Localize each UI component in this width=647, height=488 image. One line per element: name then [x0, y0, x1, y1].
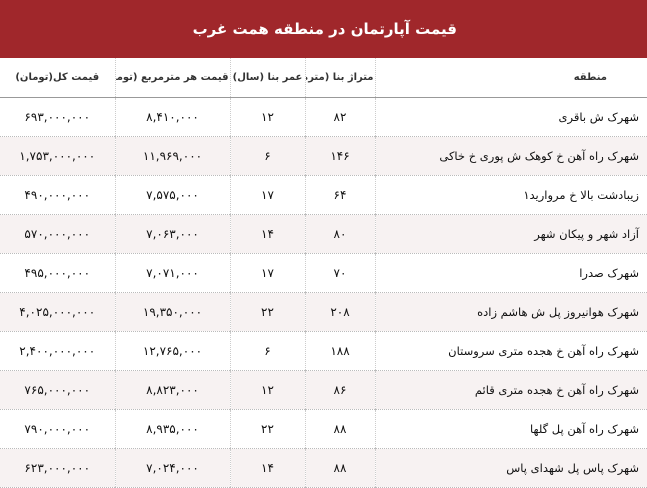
- column-header: قیمت کل(تومان): [0, 58, 116, 98]
- table-cell: ۱۲: [230, 97, 306, 137]
- table-cell: شهرک صدرا: [375, 253, 647, 293]
- table-cell: ۱۷: [230, 253, 306, 293]
- table-cell: شهرک پاس پل شهدای پاس: [375, 448, 647, 488]
- table-cell: ۸,۸۲۳,۰۰۰: [115, 370, 231, 410]
- table-cell: ۸۲: [305, 97, 376, 137]
- table-cell: ۴۹۵,۰۰۰,۰۰۰: [0, 253, 116, 293]
- column-header: قیمت هر مترمربع (تومان): [115, 58, 231, 98]
- table-cell: ۴۹۰,۰۰۰,۰۰۰: [0, 175, 116, 215]
- table-cell: ۵۷۰,۰۰۰,۰۰۰: [0, 214, 116, 254]
- table-cell: ۱۹,۳۵۰,۰۰۰: [115, 292, 231, 332]
- table-cell: زیبادشت بالا خ مروارید۱: [375, 175, 647, 215]
- table-cell: ۷۹۰,۰۰۰,۰۰۰: [0, 409, 116, 449]
- table-cell: ۲۲: [230, 409, 306, 449]
- table-cell: ۱۸۸: [305, 331, 376, 371]
- table-cell: ۷,۵۷۵,۰۰۰: [115, 175, 231, 215]
- table-row: شهرک راه آهن خ هجده متری قائم ۸۶ ۱۲ ۸,۸۲۳,۰…: [0, 370, 647, 410]
- table-cell: ۱,۷۵۳,۰۰۰,۰۰۰: [0, 136, 116, 176]
- table-cell: شهرک ش باقری: [375, 97, 647, 137]
- table-cell: ۲۰۸: [305, 292, 376, 332]
- table-cell: ۱۱,۹۶۹,۰۰۰: [115, 136, 231, 176]
- table-cell: ۸۸: [305, 409, 376, 449]
- table-row: شهرک هوانیروز پل ش هاشم زاده ۲۰۸ ۲۲ ۱۹,۳۵۰,…: [0, 292, 647, 332]
- table-row: شهرک راه آهن خ هجده متری سروستان ۱۸۸ ۶ ۱۲,۷…: [0, 331, 647, 371]
- column-header: منطقه: [375, 58, 647, 98]
- table-cell: ۱۴: [230, 214, 306, 254]
- table-cell: ۷,۰۷۱,۰۰۰: [115, 253, 231, 293]
- table-cell: ۱۷: [230, 175, 306, 215]
- title: قیمت آپارتمان در منطقه همت غرب: [0, 0, 647, 58]
- table-cell: شهرک راه آهن خ هجده متری قائم: [375, 370, 647, 410]
- table-body: شهرک ش باقری ۸۲ ۱۲ ۸,۴۱۰,۰۰۰ ۶۹۳,۰۰۰,۰۰۰ شهرک…: [0, 97, 647, 488]
- column-header: متراژ بنا (مترمربع): [305, 58, 376, 98]
- table-row: شهرک پاس پل شهدای پاس ۸۸ ۱۴ ۷,۰۲۴,۰۰۰ ۶۲۳,۰۰…: [0, 448, 647, 488]
- table-cell: ۱۲: [230, 370, 306, 410]
- table-cell: ۲,۴۰۰,۰۰۰,۰۰۰: [0, 331, 116, 371]
- table-cell: شهرک راه آهن پل گلها: [375, 409, 647, 449]
- column-header: عمر بنا (سال): [230, 58, 306, 98]
- table-cell: شهرک راه آهن خ کوهک ش پوری خ خاکی: [375, 136, 647, 176]
- table-cell: ۸,۴۱۰,۰۰۰: [115, 97, 231, 137]
- table-cell: ۱۴: [230, 448, 306, 488]
- table-cell: ۱۲,۷۶۵,۰۰۰: [115, 331, 231, 371]
- table-cell: ۶: [230, 331, 306, 371]
- table-cell: ۴,۰۲۵,۰۰۰,۰۰۰: [0, 292, 116, 332]
- table-cell: ۱۴۶: [305, 136, 376, 176]
- table-cell: ۶۹۳,۰۰۰,۰۰۰: [0, 97, 116, 137]
- table-cell: ۸,۹۳۵,۰۰۰: [115, 409, 231, 449]
- table-row: شهرک راه آهن خ کوهک ش پوری خ خاکی ۱۴۶ ۶ ۱۱,…: [0, 136, 647, 176]
- table-row: آزاد شهر و پیکان شهر ۸۰ ۱۴ ۷,۰۶۳,۰۰۰ ۵۷۰,۰۰۰…: [0, 214, 647, 254]
- table-cell: ۶۲۳,۰۰۰,۰۰۰: [0, 448, 116, 488]
- table-cell: ۷,۰۶۳,۰۰۰: [115, 214, 231, 254]
- table-cell: شهرک راه آهن خ هجده متری سروستان: [375, 331, 647, 371]
- table-row: شهرک راه آهن پل گلها ۸۸ ۲۲ ۸,۹۳۵,۰۰۰ ۷۹۰,۰۰۰…: [0, 409, 647, 449]
- table-cell: شهرک هوانیروز پل ش هاشم زاده: [375, 292, 647, 332]
- table-cell: ۸۸: [305, 448, 376, 488]
- table-cell: ۷۶۵,۰۰۰,۰۰۰: [0, 370, 116, 410]
- table-cell: آزاد شهر و پیکان شهر: [375, 214, 647, 254]
- table-row: شهرک ش باقری ۸۲ ۱۲ ۸,۴۱۰,۰۰۰ ۶۹۳,۰۰۰,۰۰۰: [0, 97, 647, 137]
- table-cell: ۶: [230, 136, 306, 176]
- table-cell: ۷۰: [305, 253, 376, 293]
- table-cell: ۸۶: [305, 370, 376, 410]
- table-row: زیبادشت بالا خ مروارید۱ ۶۴ ۱۷ ۷,۵۷۵,۰۰۰ ۴۹۰,…: [0, 175, 647, 215]
- table-cell: ۲۲: [230, 292, 306, 332]
- table-cell: ۷,۰۲۴,۰۰۰: [115, 448, 231, 488]
- table-cell: ۶۴: [305, 175, 376, 215]
- table-cell: ۸۰: [305, 214, 376, 254]
- table-row: شهرک صدرا ۷۰ ۱۷ ۷,۰۷۱,۰۰۰ ۴۹۵,۰۰۰,۰۰۰: [0, 253, 647, 293]
